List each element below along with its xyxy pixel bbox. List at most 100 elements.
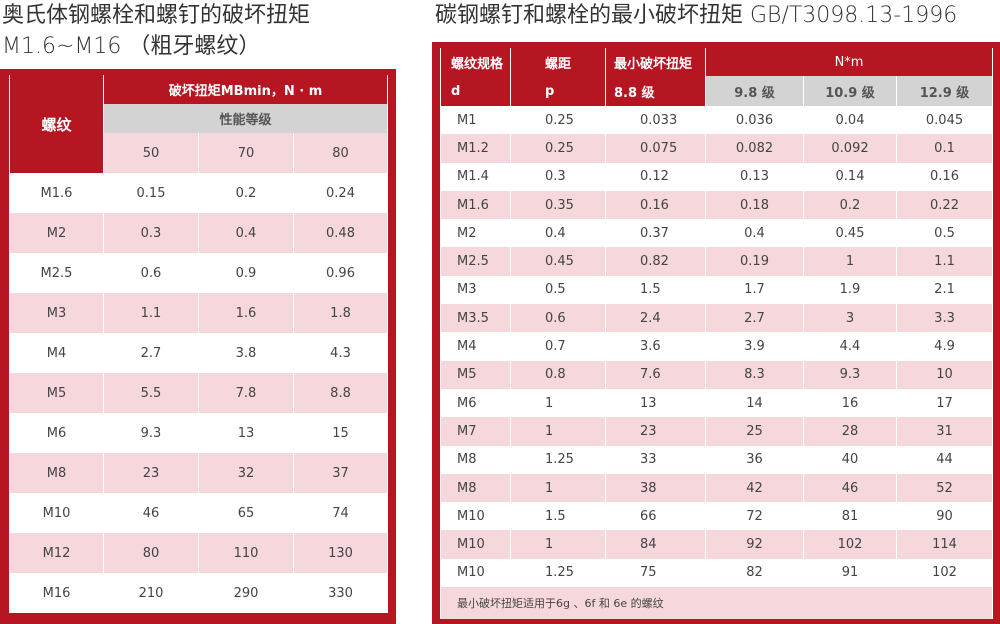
table-row: M1.2 0.25 0.075 0.082 0.092 0.1 [440, 134, 994, 163]
torque-cell: 0.075 [605, 134, 706, 163]
pitch-cell: 0.45 [510, 247, 606, 276]
torque-cell: 0.9 [198, 253, 294, 293]
torque-cell: 91 [803, 558, 897, 588]
grade-12-9-header: 12.9 级 [895, 76, 994, 106]
torque-cell: 52 [895, 473, 994, 503]
pitch-cell: 0.7 [510, 332, 606, 361]
thread-size-cell: M4 [9, 333, 104, 373]
torque-cell: 1.7 [705, 275, 804, 305]
table-row: M6 9.3 13 15 [9, 413, 389, 453]
torque-cell: 33 [605, 445, 706, 474]
torque-cell: 0.092 [803, 134, 897, 163]
pitch-cell: 0.5 [510, 275, 606, 305]
torque-cell: 5.5 [103, 373, 199, 413]
spec-header: 螺纹规格 [440, 48, 511, 76]
torque-cell: 44 [895, 445, 994, 474]
table-row: M2.5 0.45 0.82 0.19 1 1.1 [440, 247, 994, 276]
pitch-cell: 0.25 [510, 106, 606, 135]
torque-cell: 13 [198, 413, 294, 453]
grade-cell: 50 [103, 133, 199, 173]
torque-cell: 0.37 [605, 219, 706, 248]
thread-spec-cell: M2.5 [440, 247, 511, 276]
pitch-cell: 1.25 [510, 558, 606, 588]
thread-spec-cell: M8 [440, 445, 511, 474]
torque-cell: 16 [803, 388, 897, 418]
torque-cell: 75 [605, 558, 706, 588]
torque-cell: 0.16 [605, 190, 706, 220]
grade-8-8-header: 8.8 级 [605, 76, 706, 106]
torque-cell: 0.15 [103, 173, 199, 213]
torque-cell: 81 [803, 502, 897, 531]
torque-cell: 0.96 [292, 253, 389, 293]
thread-size-cell: M2.5 [9, 253, 104, 293]
table-row: M8 1 38 42 46 52 [440, 473, 994, 503]
thread-spec-cell: M1.4 [440, 162, 511, 191]
torque-cell: 3.3 [895, 304, 994, 333]
carbon-steel-torque-table-panel: 螺纹规格 螺距 最小破坏扭矩 N*m d p 8.8 级 9.8 级 10.9 … [432, 42, 1000, 624]
thread-spec-cell: M5 [440, 360, 511, 389]
thread-size-cell: M1.6 [9, 173, 104, 213]
table-row: M16 210 290 330 [9, 573, 389, 613]
torque-cell: 0.082 [705, 134, 804, 163]
torque-cell: 1.5 [605, 275, 706, 305]
torque-cell: 210 [103, 573, 199, 613]
grade-cell: 80 [292, 133, 389, 173]
torque-cell: 1.8 [292, 293, 389, 333]
torque-cell: 290 [198, 573, 294, 613]
torque-cell: 42 [705, 473, 804, 503]
pitch-cell: 0.8 [510, 360, 606, 389]
table-row: M3 1.1 1.6 1.8 [9, 293, 389, 333]
torque-cell: 2.7 [705, 304, 804, 333]
torque-cell: 9.3 [803, 360, 897, 389]
torque-cell: 25 [705, 417, 804, 446]
thread-spec-cell: M1 [440, 106, 511, 135]
torque-cell: 4.9 [895, 332, 994, 361]
torque-cell: 8.8 [292, 373, 389, 413]
min-torque-header: 最小破坏扭矩 [605, 48, 706, 76]
pitch-cell: 0.25 [510, 134, 606, 163]
torque-cell: 0.045 [895, 106, 994, 135]
torque-cell: 0.3 [103, 213, 199, 253]
table-row: M4 2.7 3.8 4.3 [9, 333, 389, 373]
torque-cell: 46 [103, 493, 199, 533]
table-row: M1.6 0.35 0.16 0.18 0.2 0.22 [440, 190, 994, 220]
thread-spec-cell: M8 [440, 473, 511, 503]
table-row: M5 5.5 7.8 8.8 [9, 373, 389, 413]
torque-cell: 3 [803, 304, 897, 333]
right-title: 碳钢螺钉和螺栓的最小破坏扭矩 GB/T3098.13-1996 [435, 3, 958, 28]
torque-cell: 65 [198, 493, 294, 533]
table-row: M4 0.7 3.6 3.9 4.4 4.9 [440, 332, 994, 361]
torque-cell: 23 [605, 417, 706, 446]
torque-cell: 10 [895, 360, 994, 389]
torque-cell: 2.7 [103, 333, 199, 373]
grade-9-8-header: 9.8 级 [705, 76, 804, 106]
left-title-line1: 奥氏体钢螺栓和螺钉的破坏扭矩 [2, 3, 311, 28]
torque-cell: 74 [292, 493, 389, 533]
thread-size-cell: M10 [9, 493, 104, 533]
torque-cell: 1.6 [198, 293, 294, 333]
torque-cell: 330 [292, 573, 389, 613]
table-row: M5 0.8 7.6 8.3 9.3 10 [440, 360, 994, 389]
table-row: M1 0.25 0.033 0.036 0.04 0.045 [440, 106, 994, 135]
thread-size-cell: M16 [9, 573, 104, 613]
left-title-line2: M1.6~M16 （粗牙螺纹） [2, 34, 261, 59]
torque-cell: 4.4 [803, 332, 897, 361]
torque-cell: 1.1 [103, 293, 199, 333]
thread-spec-cell: M1.6 [440, 190, 511, 220]
torque-cell: 3.6 [605, 332, 706, 361]
table-row: M2 0.4 0.37 0.4 0.45 0.5 [440, 219, 994, 248]
torque-cell: 1 [803, 247, 897, 276]
table-row: M10 1.25 75 82 91 102 [440, 558, 994, 588]
table-row: M10 1 84 92 102 114 [440, 530, 994, 559]
torque-cell: 66 [605, 502, 706, 531]
torque-cell: 28 [803, 417, 897, 446]
table-row: M8 1.25 33 36 40 44 [440, 445, 994, 474]
table-row: M7 1 23 25 28 31 [440, 417, 994, 446]
torque-cell: 36 [705, 445, 804, 474]
torque-cell: 0.45 [803, 219, 897, 248]
torque-cell: 0.48 [292, 213, 389, 253]
torque-cell: 102 [895, 558, 994, 588]
torque-cell: 40 [803, 445, 897, 474]
torque-cell: 0.2 [198, 173, 294, 213]
torque-cell: 72 [705, 502, 804, 531]
